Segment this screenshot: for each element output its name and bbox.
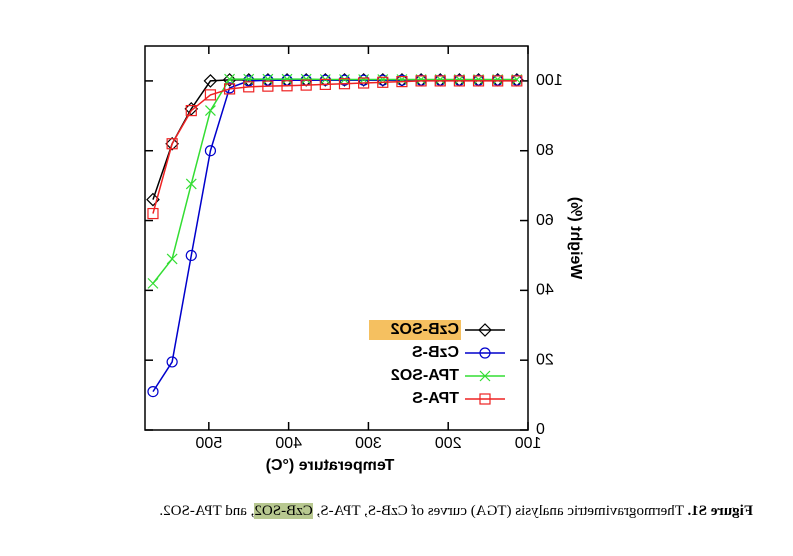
marker	[165, 136, 179, 151]
y-tick-label: 100	[536, 72, 563, 89]
marker	[358, 77, 370, 89]
marker	[511, 75, 523, 87]
x-tick-label: 100	[515, 435, 542, 452]
x-tick-label: 400	[275, 435, 302, 452]
marker	[203, 74, 218, 88]
marker	[492, 75, 504, 87]
marker	[415, 75, 427, 87]
legend-label: CzB-SO2	[390, 321, 459, 338]
caption-label: Figure S1.	[687, 503, 753, 519]
legend-label: CzB-S	[412, 344, 459, 361]
marker	[338, 78, 351, 90]
plot-frame	[144, 45, 529, 431]
marker	[479, 393, 491, 405]
marker	[185, 249, 197, 262]
marker	[243, 73, 255, 85]
marker	[281, 73, 293, 85]
y-axis-label: Weight (%)	[567, 197, 584, 279]
marker	[300, 79, 312, 91]
marker	[300, 73, 312, 85]
series-line	[152, 79, 517, 393]
marker	[396, 76, 408, 88]
marker	[166, 253, 178, 265]
x-tick-label: 200	[435, 435, 462, 452]
marker	[472, 75, 485, 87]
marker	[204, 89, 217, 101]
marker	[262, 73, 274, 85]
y-tick-label: 20	[536, 351, 554, 368]
marker	[453, 75, 465, 87]
marker	[434, 75, 446, 87]
marker	[262, 74, 274, 86]
y-tick-label: 80	[536, 142, 554, 159]
marker	[281, 80, 293, 92]
caption-text: Thermogravimetric analysis (TGA) curves …	[312, 503, 684, 519]
marker	[147, 277, 159, 289]
marker	[205, 105, 216, 117]
marker	[243, 81, 255, 93]
caption: Figure S1. Thermogravimetric analysis (T…	[53, 500, 753, 523]
marker	[478, 323, 492, 337]
series-line	[152, 78, 517, 284]
marker	[185, 178, 197, 190]
marker	[243, 75, 255, 87]
x-tick-label: 500	[195, 435, 222, 452]
marker	[479, 370, 491, 382]
marker	[204, 145, 217, 157]
marker	[377, 76, 389, 88]
y-tick-label: 0	[536, 421, 545, 438]
legend-highlight	[369, 320, 461, 340]
y-tick-label: 60	[536, 212, 554, 229]
marker	[147, 207, 159, 220]
legend-label: TPA-SO2	[391, 367, 459, 384]
marker	[147, 386, 159, 398]
marker	[262, 80, 274, 92]
x-tick-label: 300	[355, 435, 382, 452]
marker	[319, 78, 331, 91]
marker	[166, 138, 178, 150]
y-tick-label: 40	[536, 282, 554, 299]
marker	[479, 347, 491, 359]
legend-label: TPA-S	[412, 390, 459, 407]
x-axis-label: Temperature (°C)	[266, 457, 395, 474]
caption-text: , and TPA-SO2.	[159, 503, 255, 519]
marker	[222, 73, 237, 87]
marker	[166, 356, 178, 368]
marker	[185, 104, 197, 117]
series-line	[152, 80, 517, 214]
marker	[224, 73, 236, 85]
caption-highlight: CzB-SO2	[254, 503, 313, 519]
marker	[223, 83, 236, 95]
